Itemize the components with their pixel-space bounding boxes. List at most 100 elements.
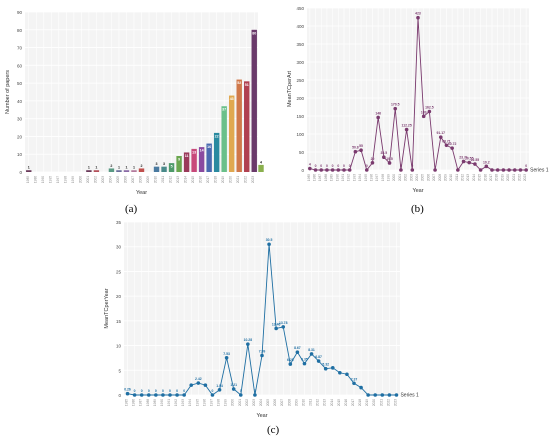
chart-c-data-point xyxy=(168,393,172,397)
chart-a-xtick-label: 2001 xyxy=(86,176,90,183)
chart-a-data-label: 14 xyxy=(200,149,204,153)
chart-b-ytick-label: 300 xyxy=(296,60,304,65)
chart-a-ytick-label: 60 xyxy=(17,63,23,68)
chart-a-data-label: 13 xyxy=(192,150,196,154)
chart-b-legend-series: Series 1 xyxy=(530,168,549,174)
chart-b-data-label: 0 xyxy=(525,164,527,168)
chart-c-xtick-label: 2012 xyxy=(316,399,320,406)
chart-b-data-label: 112.25 xyxy=(402,124,412,128)
chart-b-ytick-label: 400 xyxy=(296,24,304,29)
chart-b-data-point xyxy=(478,168,483,172)
chart-c-data-point xyxy=(217,388,222,392)
chart-a-data-label: 80 xyxy=(252,31,256,35)
chart-c-data-point xyxy=(231,387,236,391)
chart-c-ytick-label: 15 xyxy=(116,319,122,324)
chart-a-data-label: 51 xyxy=(245,83,249,87)
chart-c-xtick-label: 2023 xyxy=(393,399,397,406)
chart-b-data-point xyxy=(342,168,346,172)
chart-b-data-point xyxy=(399,168,403,172)
chart-c-xtick-label: 2013 xyxy=(323,399,327,406)
chart-a-bar xyxy=(138,168,145,172)
chart-c-data-point xyxy=(345,372,349,377)
chart-b-ytick-label: 100 xyxy=(296,132,304,137)
panel-label-a: (a) xyxy=(125,203,138,215)
chart-b-ytick-label: 150 xyxy=(296,114,304,119)
chart-a-bar xyxy=(206,143,212,172)
chart-c-data-label: 0 xyxy=(240,389,242,393)
chart-c-xtick-label: 1994 xyxy=(188,399,192,406)
chart-a-bar xyxy=(161,166,167,172)
chart-c-xtick-label: 2000 xyxy=(231,399,235,406)
chart-c-xtick-label: 2016 xyxy=(344,399,348,406)
chart-b-ytick-label: 0 xyxy=(301,168,304,173)
chart-c-xtick-label: 2014 xyxy=(330,399,334,406)
chart-a-xtick-label: 2013 xyxy=(176,176,180,183)
chart-c-xtick-label: 2010 xyxy=(301,399,305,406)
chart-c-xtick-label: 2017 xyxy=(351,399,355,406)
chart-b-ytick-label: 450 xyxy=(296,6,304,11)
chart-a-bar xyxy=(221,106,227,172)
chart-a-data-label: 2 xyxy=(141,164,143,168)
chart-a-xtick-label: 2019 xyxy=(221,176,225,183)
chart-b-xtick-label: 2019 xyxy=(500,174,504,181)
chart-c-xtick-label: 1999 xyxy=(224,399,228,406)
chart-a-xtick-label: 1998 xyxy=(63,176,67,183)
chart-b-data-label: 0 xyxy=(315,164,317,168)
chart-c-xtick-label: 1991 xyxy=(167,399,171,406)
chart-a-ytick-label: 40 xyxy=(17,99,23,104)
chart-b-data-point xyxy=(484,164,489,169)
chart-b-ytick-label: 50 xyxy=(299,150,305,155)
chart-a-xtick-label: 2000 xyxy=(78,176,82,183)
chart-c-data-label: 7.53 xyxy=(223,352,230,356)
chart-b-data-label: 0 xyxy=(326,164,328,168)
chart-b-data-label: 68.71 xyxy=(442,139,451,143)
chart-a-xtick-label: 2022 xyxy=(244,176,248,183)
chart-a-data-label: 52 xyxy=(237,81,241,85)
chart-a-bar xyxy=(168,163,175,172)
chart-b-data-point xyxy=(433,168,437,172)
chart-b-xtick-label: 2009 xyxy=(443,174,447,181)
chart-b-data-point xyxy=(393,106,398,111)
chart-b-data-point xyxy=(501,168,506,172)
chart-a-bar xyxy=(26,170,32,172)
chart-a-xtick-label: 2017 xyxy=(206,176,210,183)
chart-a-xtick-label: 2004 xyxy=(108,176,112,183)
chart-b-data-label: 162.5 xyxy=(425,106,434,110)
chart-b-data-point xyxy=(524,168,528,172)
chart-b-data-label: 0 xyxy=(411,164,413,168)
chart-b-xtick-label: 1993 xyxy=(352,174,356,181)
chart-c-data-point xyxy=(330,366,335,370)
chart-c-data-point xyxy=(274,326,278,331)
chart-c-data-label: 0 xyxy=(176,389,178,393)
chart-c-xtick-label: 1988 xyxy=(146,399,150,406)
chart-c-data-point xyxy=(316,359,321,363)
chart-c-data-point xyxy=(352,381,356,386)
chart-c-xtick-label: 1995 xyxy=(195,399,199,406)
chart-c-data-point xyxy=(366,393,370,397)
chart-a-xtick-label: 2003 xyxy=(101,176,105,183)
chart-c-data-point xyxy=(323,366,328,371)
chart-a-data-label: 1 xyxy=(28,166,30,170)
chart-c-data-point xyxy=(196,381,201,385)
chart-c-xtick-label: 2002 xyxy=(245,399,249,406)
chart-a-xtick-label: 2007 xyxy=(131,176,135,183)
chart-a-data-label: 9 xyxy=(178,158,180,162)
chart-b-data-point xyxy=(387,161,392,165)
chart-a-xtick-label: 1997 xyxy=(56,176,60,183)
chart-b-xtick-label: 2017 xyxy=(489,174,493,181)
chart-b-data-label: 0 xyxy=(400,164,402,168)
chart-a-bar xyxy=(213,132,220,172)
chart-b-data-point xyxy=(364,168,369,172)
chart-b-data-label: 0 xyxy=(366,164,368,168)
chart-b-data-label: 170.5 xyxy=(391,103,400,107)
chart-c-data-label: 7.99 xyxy=(259,350,266,354)
chart-b-xtick-label: 2005 xyxy=(421,174,425,181)
chart-c-xtick-label: 2003 xyxy=(252,399,256,406)
chart-b-data-label: 423 xyxy=(415,12,421,16)
chart-b-data-label: 23.71 xyxy=(459,155,468,159)
chart-b-data-label: 91.17 xyxy=(437,131,446,135)
chart-a-xtick-label: 2005 xyxy=(116,176,120,183)
chart-c-ytick-label: 0 xyxy=(118,393,121,398)
chart-a-bar xyxy=(236,79,242,172)
chart-c-ytick-label: 25 xyxy=(116,269,122,274)
